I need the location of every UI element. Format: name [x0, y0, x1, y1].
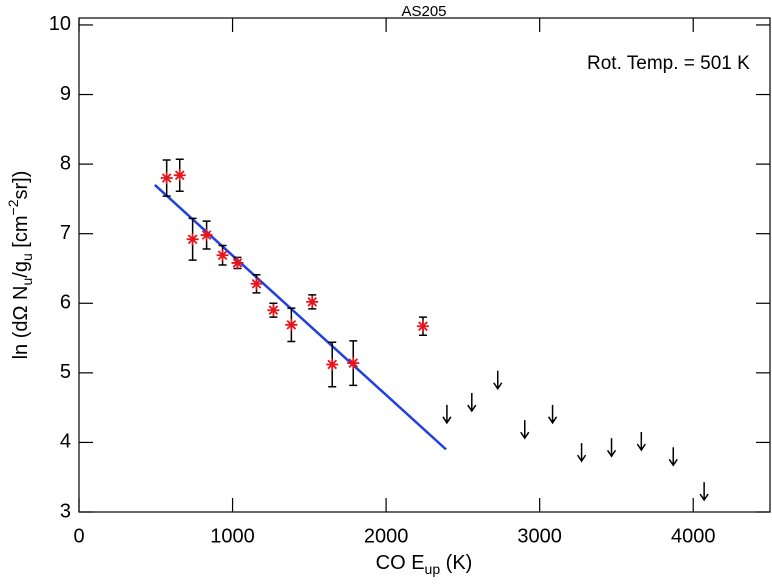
y-tick-label: 6 — [60, 292, 71, 314]
x-axis-label: CO Eup (K) — [376, 552, 473, 576]
y-tick-label: 3 — [60, 500, 71, 522]
data-point — [347, 357, 360, 370]
y-tick-label: 5 — [60, 361, 71, 383]
plot-frame — [78, 17, 771, 513]
data-point — [231, 256, 244, 269]
y-axis-label-part: −2 — [5, 199, 21, 215]
fit-line — [154, 184, 447, 451]
x-axis-label-part: CO E — [376, 552, 425, 574]
y-tick-label: 8 — [60, 152, 71, 174]
upper-limit — [467, 393, 477, 413]
x-tick-label: 3000 — [517, 525, 562, 547]
upper-limit — [636, 431, 646, 452]
data-point — [186, 233, 199, 246]
data-point — [306, 295, 319, 308]
annotation: Rot. Temp. = 501 K — [587, 53, 750, 74]
y-axis-label-part: /g — [10, 261, 32, 278]
x-axis-label-part: (K) — [440, 552, 472, 574]
data-point — [326, 358, 339, 371]
upper-limit — [576, 443, 587, 463]
x-tick-label: 1000 — [210, 525, 255, 547]
y-tick-label: 7 — [60, 222, 71, 244]
upper-limit — [606, 438, 617, 458]
upper-limit — [547, 404, 558, 425]
y-axis-label-part: u — [19, 278, 35, 286]
y-axis-label: ln (dΩ Nu/gu [cm−2sr]) — [5, 171, 35, 360]
x-tick-label: 0 — [73, 525, 84, 547]
upper-limit — [668, 447, 678, 467]
y-tick-label: 10 — [49, 13, 71, 35]
y-axis-label-part: ln (dΩ N — [10, 286, 32, 360]
x-tick-label: 4000 — [671, 525, 716, 547]
y-axis-label-part: [cm — [10, 215, 32, 253]
upper-limit — [442, 404, 452, 425]
data-point — [216, 249, 229, 262]
data-point — [250, 277, 263, 290]
data-point — [416, 320, 429, 333]
upper-limit — [699, 482, 709, 502]
chart-title: AS205 — [401, 3, 446, 20]
y-axis-label-part: u — [19, 253, 35, 261]
data-point — [160, 172, 173, 185]
y-tick-label: 4 — [60, 431, 71, 453]
upper-limit — [520, 420, 530, 440]
upper-limit — [493, 370, 503, 391]
data-point — [173, 169, 186, 182]
y-tick-label: 9 — [60, 83, 71, 105]
data-point — [267, 304, 280, 317]
y-axis-label-part: sr]) — [10, 171, 32, 200]
x-tick-label: 2000 — [364, 525, 409, 547]
x-axis-label-part: up — [425, 561, 441, 577]
data-point — [285, 318, 298, 331]
data-point — [200, 229, 213, 242]
